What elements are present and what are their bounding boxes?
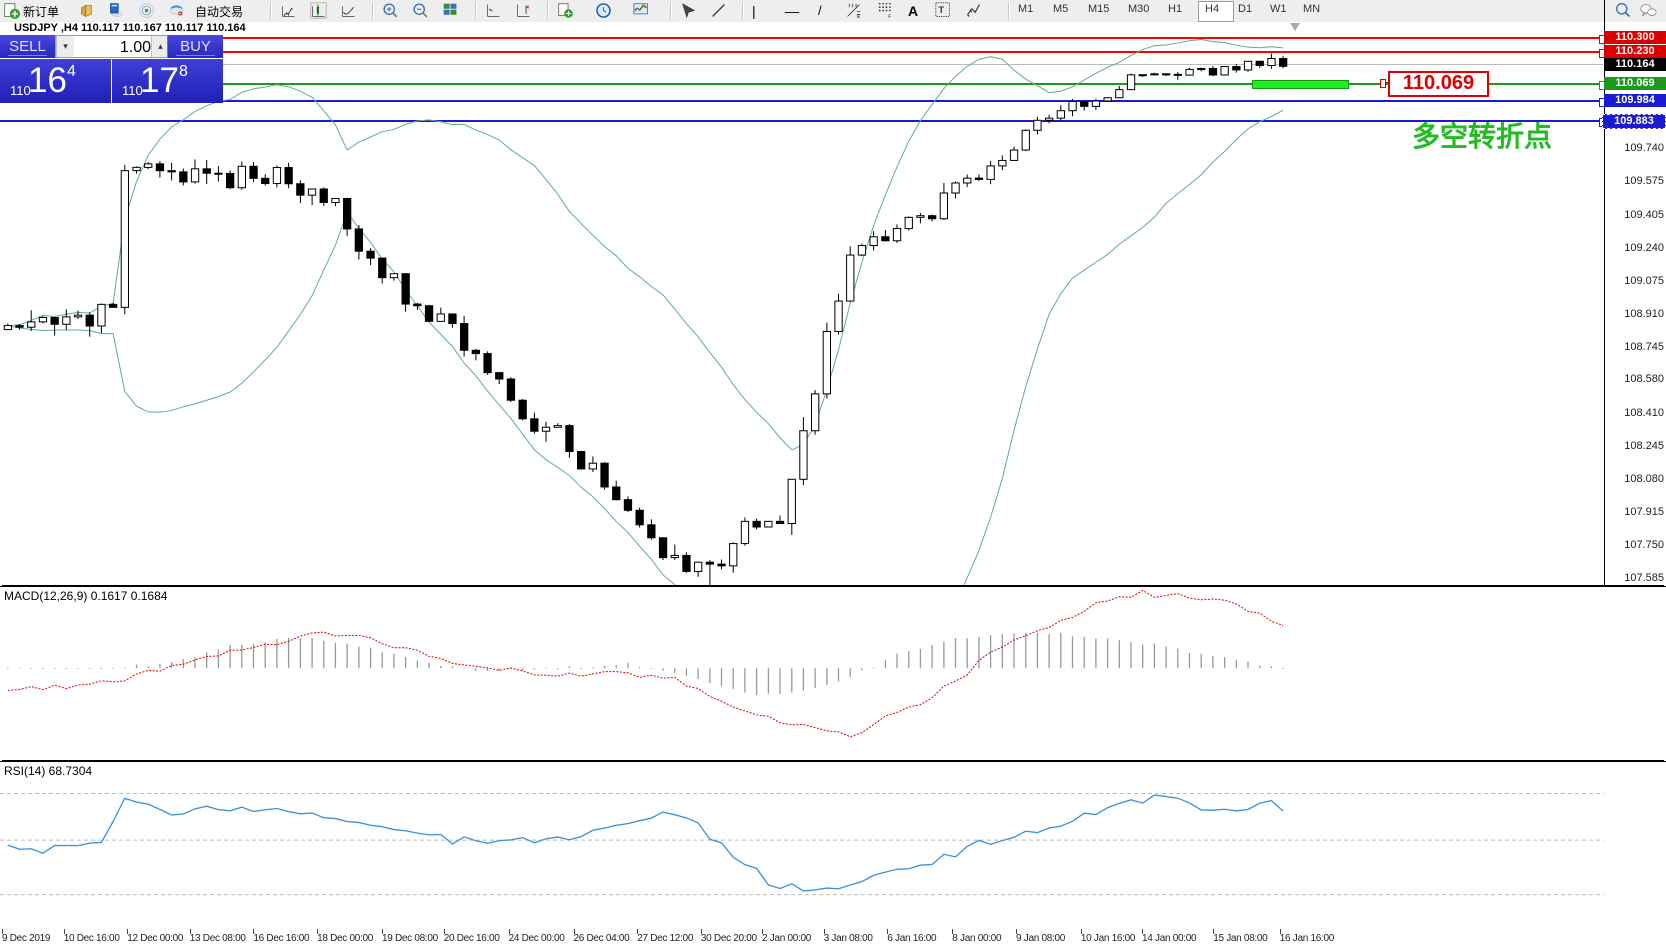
svg-text:F: F xyxy=(888,14,891,19)
svg-text:E: E xyxy=(857,14,861,19)
svg-text:T: T xyxy=(938,5,944,15)
